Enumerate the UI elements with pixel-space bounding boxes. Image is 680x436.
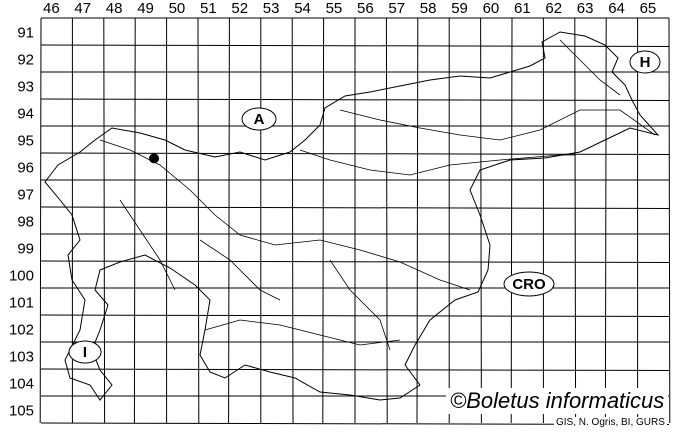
italy-label-ellipse (68, 340, 102, 364)
grid-line-vertical (39, 17, 42, 424)
grid-line-vertical (385, 17, 388, 424)
column-label: 64 (608, 0, 625, 17)
column-label: 50 (169, 0, 186, 17)
row-label: 95 (17, 133, 34, 150)
copyright-credit: ©Boletus informaticus (446, 388, 669, 414)
column-label: 58 (420, 0, 437, 17)
column-label: 48 (106, 0, 123, 17)
row-label: 101 (9, 295, 34, 312)
row-label: 91 (17, 25, 34, 42)
grid-line-vertical (197, 17, 200, 424)
austria-label: A (254, 111, 265, 128)
row-label: 103 (9, 349, 34, 366)
grid-line-horizontal (40, 98, 670, 101)
row-label: 93 (17, 79, 34, 96)
grid-line-horizontal (40, 368, 670, 371)
grid-line-horizontal (40, 206, 670, 209)
croatia-label: CRO (512, 276, 546, 293)
row-label: 96 (17, 160, 34, 177)
italy-label: I (83, 344, 87, 361)
grid-line-vertical (668, 17, 671, 424)
grid-line-horizontal (40, 314, 670, 317)
column-label: 55 (326, 0, 343, 17)
column-label: 46 (43, 0, 60, 17)
column-label: 65 (640, 0, 657, 17)
row-label: 99 (17, 241, 34, 258)
column-label: 53 (263, 0, 280, 17)
column-label: 49 (137, 0, 154, 17)
country-labels: A H CRO I (68, 50, 661, 364)
occurrence-dot (149, 153, 160, 164)
croatia-label-ellipse (503, 271, 555, 297)
row-label: 94 (17, 106, 34, 123)
grid-line-vertical (322, 17, 325, 424)
grid-line-horizontal (40, 44, 670, 47)
column-label: 56 (357, 0, 374, 17)
hungary-label-ellipse (629, 50, 661, 74)
row-label: 100 (9, 268, 34, 285)
austria-label-ellipse (241, 107, 277, 131)
row-label: 92 (17, 52, 34, 69)
grid-line-vertical (416, 17, 419, 424)
column-label: 60 (483, 0, 500, 17)
row-label: 97 (17, 187, 34, 204)
grid-line-vertical (133, 17, 136, 424)
column-label: 59 (451, 0, 468, 17)
row-label: 98 (17, 214, 34, 231)
country-border (44, 31, 660, 401)
row-label: 105 (9, 403, 34, 420)
rivers (99, 39, 656, 351)
grid-line-vertical (480, 17, 482, 424)
grid-line-vertical (291, 17, 294, 424)
grid-line-horizontal (40, 152, 670, 155)
grid-line-vertical (510, 17, 513, 424)
column-label: 47 (74, 0, 91, 17)
grid-line-vertical (228, 17, 230, 424)
grid-line-vertical (604, 17, 607, 424)
row-label: 104 (9, 376, 34, 393)
grid-labels: 46 47 48 49 50 51 52 53 54 55 56 57 58 59 60 61 62 63 64 65… (9, 0, 656, 420)
data-source: GIS, N. Ogris, BI, GURS (554, 417, 667, 429)
column-label: 61 (514, 0, 531, 17)
column-label: 63 (577, 0, 594, 17)
column-label: 62 (545, 0, 562, 17)
row-label: 102 (9, 322, 34, 339)
grid-line-vertical (574, 17, 577, 424)
column-label: 52 (231, 0, 248, 17)
utm-grid (39, 17, 671, 425)
column-label: 54 (294, 0, 311, 17)
hungary-label: H (640, 54, 651, 71)
column-label: 51 (200, 0, 217, 17)
grid-line-horizontal (40, 260, 670, 263)
column-label: 57 (388, 0, 405, 17)
grid-line-vertical (103, 17, 106, 424)
